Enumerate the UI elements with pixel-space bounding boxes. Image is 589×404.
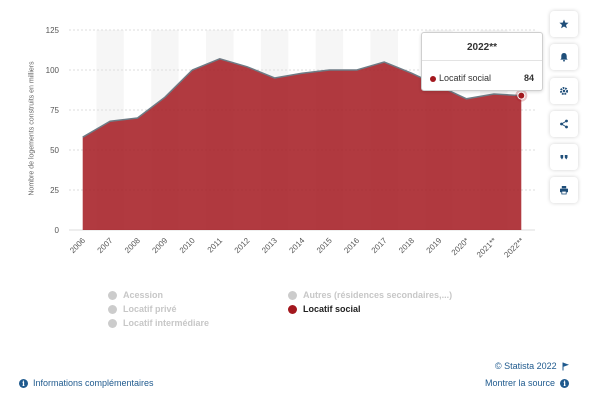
legend-item-locatif-social[interactable]: Locatif social — [288, 304, 361, 314]
legend-dot — [108, 318, 117, 328]
y-tick-label: 125 — [46, 26, 60, 35]
more-info-label: Informations complémentaires — [33, 378, 154, 388]
x-tick-label: 2010 — [178, 236, 197, 255]
x-tick-label: 2015 — [315, 236, 334, 255]
print-button[interactable] — [550, 177, 578, 203]
chart-tooltip: 2022** Locatif social 84 — [421, 32, 543, 91]
x-tick-label: 2019 — [425, 236, 444, 255]
notification-button[interactable] — [550, 44, 578, 70]
share-button[interactable] — [550, 111, 578, 137]
bell-icon — [560, 53, 568, 62]
legend-label: Locatif intermédiare — [123, 318, 210, 328]
y-tick-label: 25 — [50, 186, 59, 195]
legend-dot — [288, 290, 297, 300]
x-tick-label: 2012 — [233, 236, 252, 255]
legend-item-locatif-prive[interactable]: Locatif privé — [108, 304, 177, 314]
legend-item-locatif-intermediaire[interactable]: Locatif intermédiare — [108, 318, 209, 328]
x-tick-label: 2006 — [68, 236, 87, 255]
x-tick-label: 2013 — [260, 236, 279, 255]
x-tick-label: 2016 — [342, 236, 361, 255]
data-point — [517, 91, 526, 100]
y-tick-label: 0 — [55, 226, 60, 235]
legend-item-acession[interactable]: Acession — [108, 290, 163, 300]
gear-icon — [560, 87, 568, 95]
x-tick-label: 2011 — [206, 236, 225, 255]
x-tick-label: 2022** — [502, 236, 525, 259]
legend-dot — [108, 304, 117, 314]
y-axis-label: Nombre de logements construits en millie… — [28, 61, 36, 196]
share-icon — [560, 119, 568, 129]
star-icon — [559, 19, 569, 29]
info-icon: i — [560, 378, 570, 388]
area-chart: 0 25 50 75 100 125 2006 2007 2008 2009 2010 2011 201… — [46, 26, 535, 259]
tooltip-series-dot — [430, 76, 436, 82]
tooltip-series-label: Locatif social — [439, 73, 492, 83]
info-icon: i — [19, 378, 28, 388]
copyright-text: © Statista 2022 — [495, 361, 557, 371]
legend-label: Autres (résidences secondaires,...) — [303, 290, 453, 300]
x-tick-label: 2008 — [123, 236, 142, 255]
show-source-link[interactable]: Montrer la source i — [485, 378, 570, 388]
series-area — [82, 58, 522, 230]
legend-dot — [288, 304, 297, 314]
chart-card: 0 25 50 75 100 125 2006 2007 2008 2009 2010 2011 201… — [3, 3, 586, 401]
statista-credit[interactable]: © Statista 2022 — [495, 361, 570, 371]
show-source-label: Montrer la source — [485, 378, 556, 388]
tooltip-title: 2022** — [466, 42, 498, 53]
tooltip-series-value: 84 — [523, 73, 534, 83]
more-info-link[interactable]: i Informations complémentaires — [19, 378, 154, 388]
x-tick-label: 2020* — [450, 236, 471, 257]
flag-icon — [562, 362, 569, 370]
settings-button[interactable] — [550, 78, 578, 104]
x-tick-label: 2017 — [370, 236, 389, 255]
x-tick-label: 2009 — [150, 236, 169, 255]
y-tick-label: 100 — [46, 66, 60, 75]
legend-dot — [108, 290, 117, 300]
favorite-button[interactable] — [550, 11, 578, 37]
legend-item-autres[interactable]: Autres (résidences secondaires,...) — [288, 290, 452, 300]
quote-icon — [560, 155, 568, 160]
x-tick-label: 2007 — [96, 236, 115, 255]
legend-label: Acession — [123, 290, 164, 300]
legend-label: Locatif privé — [123, 304, 177, 314]
tooltip-divider — [422, 60, 542, 61]
y-tick-label: 75 — [50, 106, 59, 115]
print-icon — [560, 186, 568, 195]
x-tick-label: 2021** — [475, 236, 498, 259]
x-tick-label: 2014 — [287, 236, 306, 255]
cite-button[interactable] — [550, 144, 578, 170]
y-tick-label: 50 — [50, 146, 59, 155]
x-tick-label: 2018 — [397, 236, 416, 255]
legend-label: Locatif social — [303, 304, 361, 314]
